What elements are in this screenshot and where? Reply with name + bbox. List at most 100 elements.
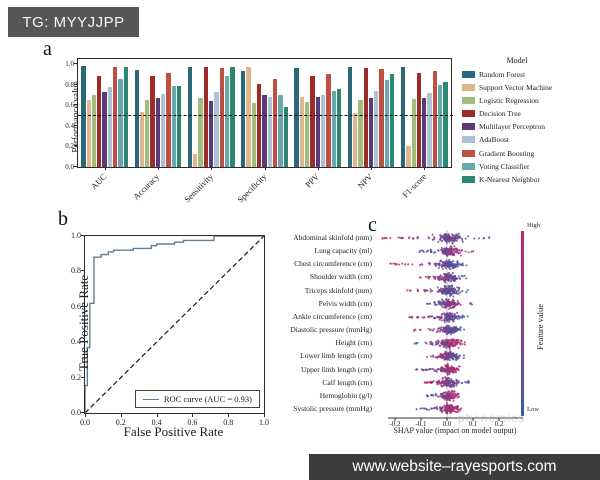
beeswarm-row-ankle-circumference-cm- xyxy=(408,311,469,324)
feature-value-colorbar xyxy=(521,231,524,416)
legend-label: Voting Classifier xyxy=(479,161,530,171)
bar-decision-tree xyxy=(97,76,102,167)
legend-item-k-nearest-neighbor: K-Nearest Neighbor xyxy=(462,175,597,184)
x-category-label: F1-score xyxy=(399,171,428,200)
legend-swatch xyxy=(462,123,475,131)
legend-label: Gradient Boosting xyxy=(479,148,535,158)
bar-k-nearest-neighbor xyxy=(336,88,342,167)
bar-group-sensitivity xyxy=(185,59,238,167)
bar-support-vector-machine xyxy=(193,153,198,167)
bar-voting-classifier xyxy=(118,79,123,167)
bar-gradient-boosting xyxy=(432,71,438,167)
chance-diagonal-line xyxy=(85,236,264,413)
y-tick-label: 0.4 xyxy=(71,337,81,347)
bar-gradient-boosting xyxy=(326,74,331,167)
bar-groups-container xyxy=(78,59,451,167)
bar-group-specificity xyxy=(238,59,291,167)
bar-k-nearest-neighbor xyxy=(230,67,235,167)
y-tick-label: 0.8 xyxy=(65,80,74,89)
y-tick-mark xyxy=(74,166,78,167)
legend-swatch xyxy=(462,110,475,118)
x-category-label: Accuracy xyxy=(131,171,162,202)
legend-label: Random Forest xyxy=(479,70,526,79)
bar-logistic-regression xyxy=(198,98,203,167)
x-tick-mark xyxy=(211,167,213,170)
x-tick-mark xyxy=(192,413,194,417)
feature-label: Systolic pressure (mmHg) xyxy=(293,403,372,413)
bar-k-nearest-neighbor xyxy=(123,67,128,167)
bar-k-nearest-neighbor xyxy=(283,107,288,167)
colorbar-title: Feature value xyxy=(535,303,545,350)
y-tick-label: 0.0 xyxy=(71,408,81,417)
beeswarm-row-upper-limb-length-cm- xyxy=(415,363,461,376)
y-tick-mark xyxy=(74,83,78,85)
legend-title: Model xyxy=(506,56,528,65)
y-tick-label: 0.6 xyxy=(65,101,74,110)
bar-logistic-regression xyxy=(358,100,363,167)
legend-item-adaboost: AdaBoost xyxy=(462,135,597,144)
bar-logistic-regression xyxy=(91,94,97,167)
roc-curve-chart: ROC curve (AUC = 0.93) 0.0 0.2 0.4 0.6 0.8 1.… xyxy=(71,231,269,427)
beeswarm-row-triceps-skinfold-mm- xyxy=(406,284,469,298)
fpr-axis-label: False Positive Rate xyxy=(123,424,224,439)
tpr-axis-label: True Positive Rate xyxy=(76,274,91,372)
legend-swatch xyxy=(462,136,475,144)
shap-axis-label: SHAP value (impact on model output) xyxy=(393,426,517,435)
legend-item-gradient-boosting: Gradient Boosting xyxy=(462,149,597,158)
bar-adaboost xyxy=(161,93,166,167)
beeswarm-row-systolic-pressure-mmhg- xyxy=(415,401,463,415)
bar-gradient-boosting xyxy=(113,67,118,167)
beeswarm-row-hemoglobin-g-l- xyxy=(426,389,461,402)
x-tick-mark xyxy=(120,413,122,417)
legend-item-support-vector-machine: Support Vector Machine xyxy=(462,83,597,92)
y-tick-label: 0.6 xyxy=(71,301,81,311)
bar-k-nearest-neighbor xyxy=(176,85,182,167)
y-tick-mark xyxy=(74,104,78,106)
legend-label: Support Vector Machine xyxy=(479,83,553,93)
x-tick-mark xyxy=(104,167,106,170)
bar-group-accuracy xyxy=(131,59,184,167)
bar-voting-classifier xyxy=(438,84,443,167)
bar-k-nearest-neighbor xyxy=(443,81,448,167)
y-tick-label: 0.0 xyxy=(65,163,74,171)
feature-label: Shoulder width (cm) xyxy=(309,272,372,282)
bar-k-nearest-neighbor xyxy=(390,74,395,167)
x-tick-mark xyxy=(317,167,319,170)
bar-group-ppv xyxy=(291,59,344,167)
feature-label: Hemoglobin (g/l) xyxy=(319,390,372,400)
y-tick-mark xyxy=(74,63,78,64)
beeswarm-row-height-cm- xyxy=(413,338,466,351)
y-tick-mark xyxy=(81,412,85,413)
panel-c-label: c xyxy=(368,214,377,236)
y-tick-label: 1.0 xyxy=(71,231,81,240)
bar-support-vector-machine xyxy=(86,100,91,167)
legend-item-random-forest: Random Forest xyxy=(462,70,597,79)
x-tick-mark xyxy=(424,167,426,170)
bar-decision-tree xyxy=(150,76,155,167)
bar-gradient-boosting xyxy=(272,79,278,167)
bar-multilayer-perceptron xyxy=(368,98,374,167)
roc-legend-line-icon xyxy=(142,398,159,400)
bar-random-forest xyxy=(187,67,193,167)
bar-voting-classifier xyxy=(224,76,230,167)
bar-decision-tree xyxy=(203,67,209,167)
legend-item-multilayer-perceptron: Multilayer Perceptron xyxy=(462,122,597,131)
y-tick-mark xyxy=(81,341,85,343)
bar-logistic-regression xyxy=(305,102,310,167)
y-tick-label: 0.2 xyxy=(71,372,81,382)
bar-multilayer-perceptron xyxy=(315,96,320,167)
tg-tag-overlay: TG: MYYJJPP xyxy=(8,7,139,37)
feature-label: Lower limb length (cm) xyxy=(300,351,372,361)
shap-x-tick-label: -0.1 xyxy=(415,420,427,428)
bar-multilayer-perceptron xyxy=(102,91,107,167)
feature-label: Diastolic pressure (mmHg) xyxy=(290,325,372,335)
legend-swatch xyxy=(462,97,475,105)
y-tick-label: 0.8 xyxy=(71,266,81,276)
panel-a-label: a xyxy=(43,38,52,60)
x-category-label: Sensitivity xyxy=(181,171,215,205)
roc-legend: ROC curve (AUC = 0.93) xyxy=(134,390,260,408)
shap-x-tick-label: 0.0 xyxy=(442,420,452,428)
shap-x-tick-label: -0.2 xyxy=(389,420,401,428)
x-category-label: Specificity xyxy=(234,171,269,205)
